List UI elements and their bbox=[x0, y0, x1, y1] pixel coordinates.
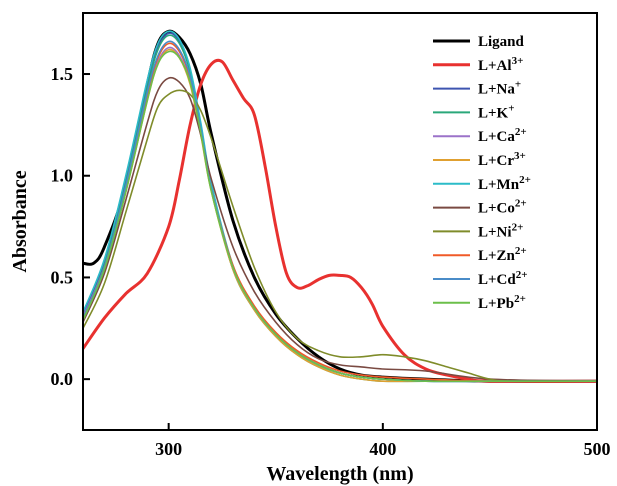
legend-label: Ligand bbox=[478, 34, 525, 50]
legend-label: L+Al3+ bbox=[478, 55, 523, 74]
legend-label: L+Ca2+ bbox=[478, 126, 527, 145]
legend-label: L+Cd2+ bbox=[478, 269, 528, 288]
legend-label: L+Co2+ bbox=[478, 198, 527, 217]
series-line-l-al bbox=[81, 58, 598, 383]
y-tick-label: 1.5 bbox=[51, 64, 74, 84]
y-tick-label: 0.0 bbox=[51, 369, 74, 389]
series-line-l-cd bbox=[82, 40, 597, 383]
series-line-l-zn bbox=[82, 42, 598, 383]
legend-label: L+K+ bbox=[478, 102, 515, 121]
y-tick-label: 0.5 bbox=[51, 267, 74, 287]
x-tick-label: 400 bbox=[369, 439, 396, 459]
y-tick-label: 1.0 bbox=[51, 166, 74, 186]
legend-label: L+Ni2+ bbox=[478, 221, 523, 240]
x-tick-label: 300 bbox=[155, 439, 182, 459]
x-axis-title: Wavelength (nm) bbox=[266, 463, 413, 485]
legend-label: L+Pb2+ bbox=[478, 293, 526, 312]
legend: Ligand L+Al3+ L+Na+ L+K+ L+Ca2+ L+Cr3+ L+Mn2+ L… bbox=[433, 34, 531, 312]
series-line-l-cr bbox=[82, 48, 597, 383]
ticks-layer: 300 400 500 0.0 0.5 1.0 1.5 bbox=[51, 64, 611, 459]
legend-label: L+Mn2+ bbox=[478, 174, 531, 193]
series-line-l-ca bbox=[82, 46, 597, 383]
series-line-l-co bbox=[82, 76, 598, 382]
series-layer bbox=[81, 29, 598, 383]
x-tick-label: 500 bbox=[584, 439, 611, 459]
plot-frame bbox=[82, 12, 598, 431]
legend-label: L+Zn2+ bbox=[478, 245, 527, 264]
series-line-l-pb bbox=[82, 50, 597, 383]
legend-label: L+Cr3+ bbox=[478, 150, 526, 169]
y-axis-title: Absorbance bbox=[9, 170, 31, 272]
series-line-l-ni bbox=[82, 89, 598, 383]
legend-label: L+Na+ bbox=[478, 79, 521, 98]
